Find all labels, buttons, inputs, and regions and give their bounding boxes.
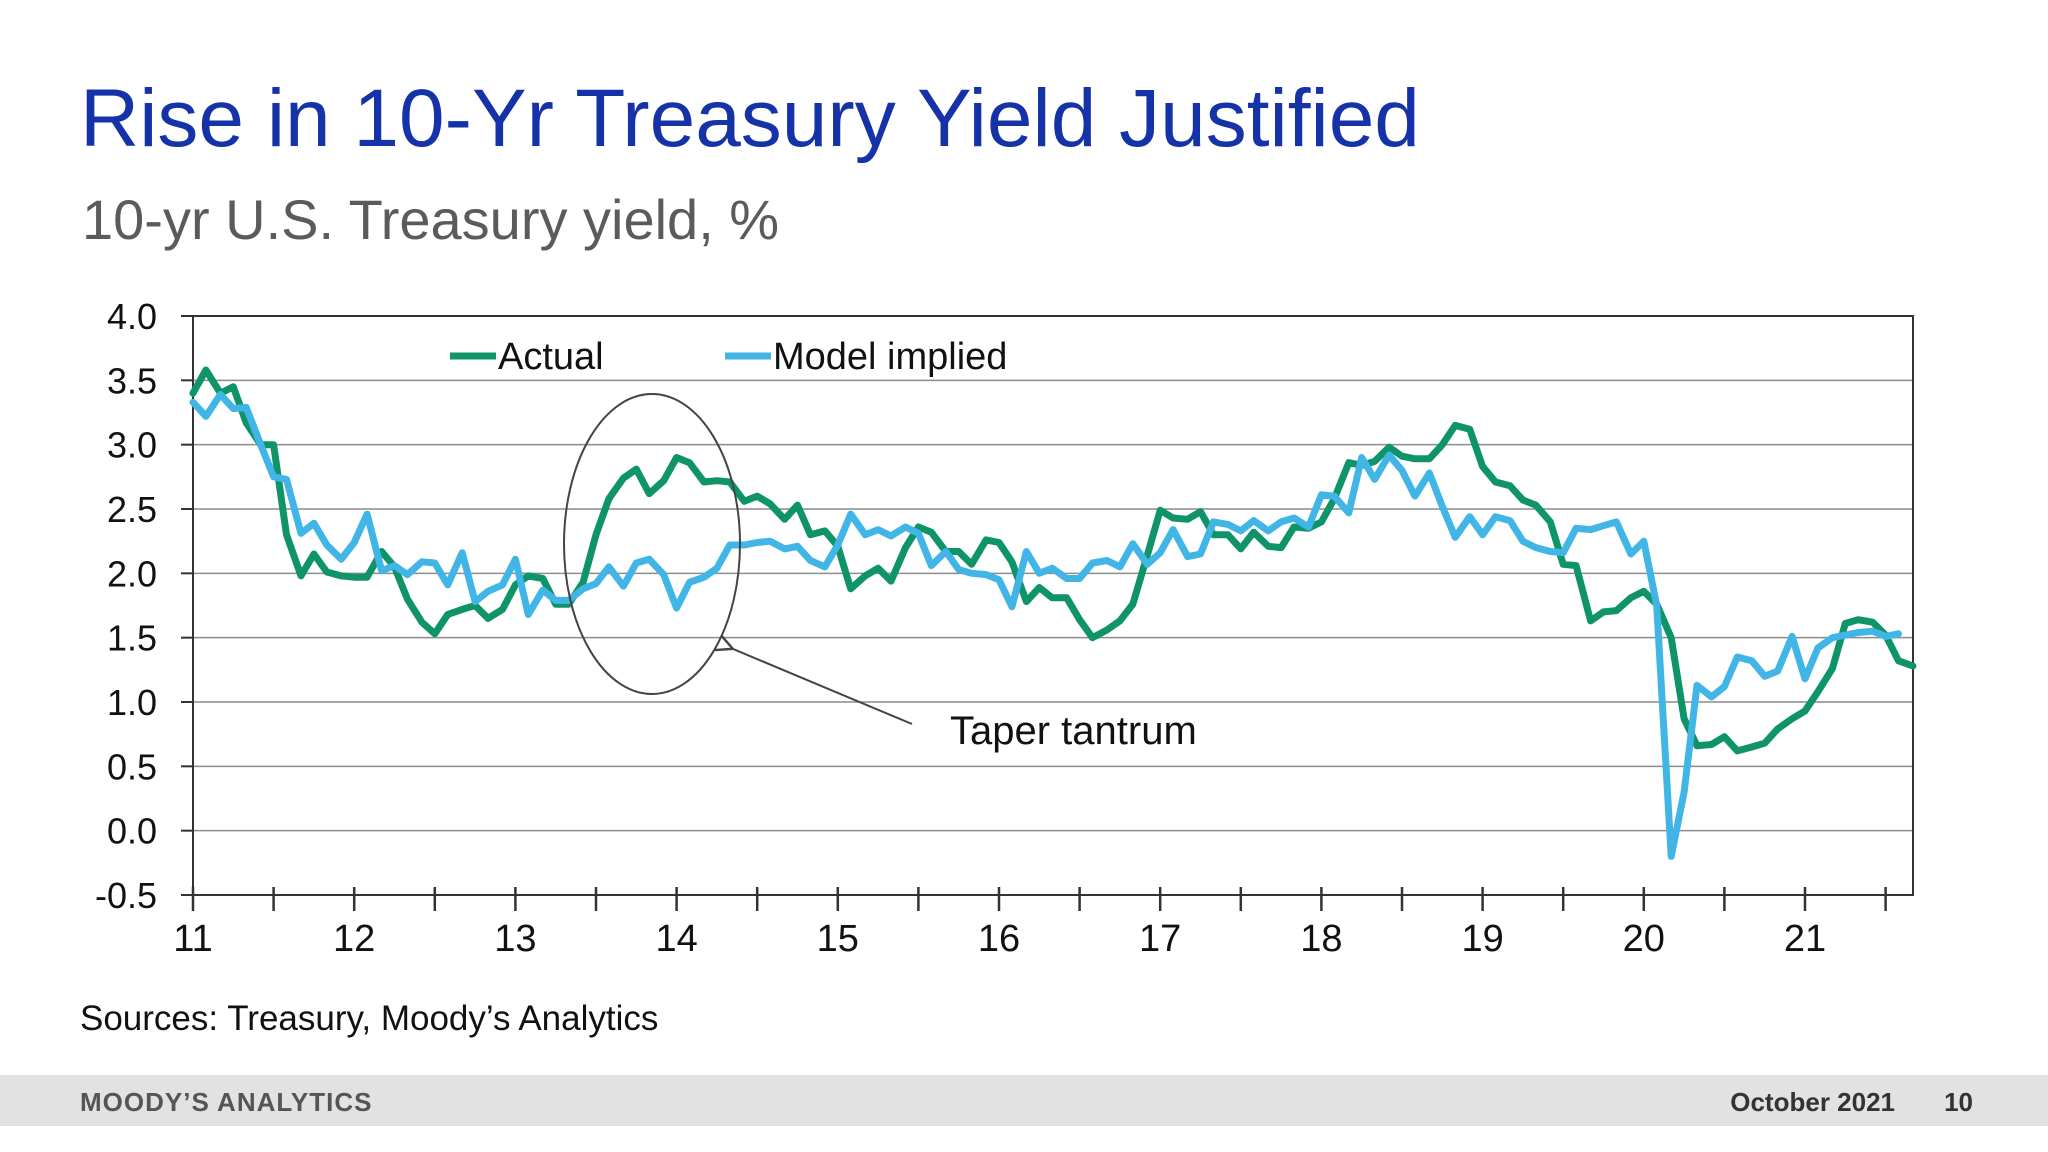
x-tick-label: 17 <box>1139 918 1181 960</box>
legend-label-model-implied: Model implied <box>773 336 1007 378</box>
footer-brand-logo: MOODY’S ANALYTICS <box>80 1087 373 1117</box>
legend-label-actual: Actual <box>498 336 604 378</box>
footer-bar: MOODY’S ANALYTICS October 2021 10 <box>0 1075 2048 1126</box>
x-tick-label: 18 <box>1300 918 1342 960</box>
x-tick-label: 15 <box>817 918 859 960</box>
series-line-model-implied <box>189 391 1902 860</box>
x-tick-label: 20 <box>1623 918 1665 960</box>
footer-page-number: 10 <box>1944 1087 1973 1117</box>
y-tick-label: 2.0 <box>107 553 157 594</box>
y-tick-label: -0.5 <box>95 875 157 916</box>
taper-tantrum-ellipse <box>563 393 741 695</box>
x-tick-label: 12 <box>333 918 375 960</box>
chart-annotation: Taper tantrum <box>563 393 1197 753</box>
series-line-actual <box>189 366 1917 755</box>
footer-date: October 2021 <box>1730 1087 1895 1117</box>
grid-lines <box>193 315 1913 896</box>
chart-axes: 4.0 3.5 3.0 2.5 2.0 1.5 1.0 0.5 0.0 -0.5 11 12 13 14 1… <box>95 296 1914 960</box>
slide-title: Rise in 10-Yr Treasury Yield Justified <box>80 73 1420 164</box>
slide-subtitle: 10-yr U.S. Treasury yield, % <box>82 188 780 251</box>
y-tick-label: 4.0 <box>107 296 157 337</box>
x-tick-label: 16 <box>978 918 1020 960</box>
taper-tantrum-label: Taper tantrum <box>950 709 1197 753</box>
x-tick-label: 19 <box>1461 918 1503 960</box>
sources-note: Sources: Treasury, Moody’s Analytics <box>80 999 659 1038</box>
y-tick-label: 3.0 <box>107 425 157 466</box>
x-tick-label: 21 <box>1784 918 1826 960</box>
y-tick-label: 1.5 <box>107 618 157 659</box>
y-tick-label: 3.5 <box>107 360 157 401</box>
x-tick-label: 14 <box>655 918 697 960</box>
y-tick-label: 0.0 <box>107 811 157 852</box>
y-tick-label: 0.5 <box>107 746 157 787</box>
x-tick-label: 11 <box>173 918 212 960</box>
y-tick-label: 1.0 <box>107 682 157 723</box>
x-tick-label: 13 <box>494 918 536 960</box>
taper-tantrum-arrow <box>731 648 913 725</box>
y-tick-label: 2.5 <box>107 489 157 530</box>
plot-area-frame <box>192 315 1914 896</box>
chart-series <box>189 366 1917 860</box>
chart-legend: Actual Model implied <box>450 336 1007 378</box>
